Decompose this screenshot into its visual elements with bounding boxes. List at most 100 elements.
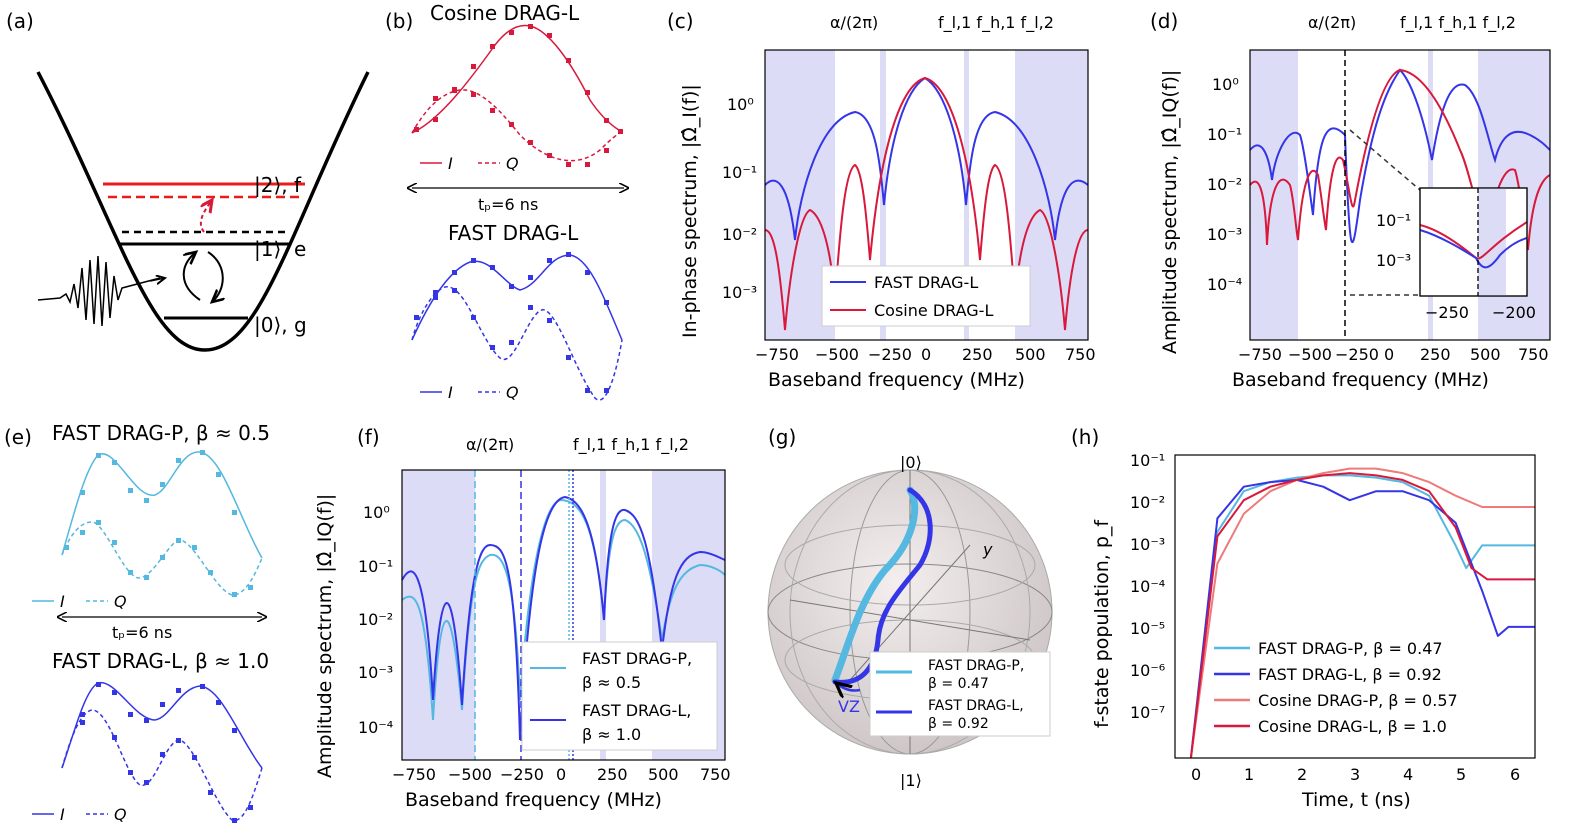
- d-axes-frame: [1249, 49, 1551, 341]
- svg-text:10⁻²: 10⁻²: [722, 225, 757, 244]
- f-l-curve: [401, 495, 726, 741]
- svg-text:0: 0: [556, 765, 566, 784]
- d-cos-curve: [1249, 68, 1551, 251]
- cosine-q-curve: [411, 89, 623, 162]
- c-top-f: f_l,1 f_h,1 f_l,2: [938, 13, 1054, 33]
- f-top-alpha: α/(2π): [466, 435, 514, 454]
- e-p-markers: [64, 450, 253, 597]
- excitation-arrow: [182, 252, 201, 301]
- h-legend-1: FAST DRAG-P, β = 0.47: [1258, 639, 1443, 658]
- svg-text:10⁻²: 10⁻²: [1207, 175, 1242, 194]
- fast-q-curve: [411, 286, 623, 401]
- svg-text:−750: −750: [755, 345, 799, 364]
- cosine-i-curve: [411, 24, 623, 134]
- panel-f: (f) −750 −500 −250 0 250 500 750 10⁰ 10⁻¹ 10⁻…: [314, 425, 731, 811]
- h-legend-4: Cosine DRAG-L, β = 1.0: [1258, 717, 1447, 736]
- c-cos-curve: [764, 76, 1089, 331]
- legend-q-label-blue: Q: [506, 383, 519, 402]
- bloch-y-label: y: [982, 540, 993, 559]
- tp-label-b: tₚ=6 ns: [478, 195, 538, 214]
- svg-text:−750: −750: [1238, 345, 1282, 364]
- d-top-f: f_l,1 f_h,1 f_l,2: [1400, 13, 1516, 33]
- bloch-path-p: [831, 486, 919, 684]
- panel-h-label: (h): [1071, 425, 1099, 449]
- panel-g: (g) |0⟩ |1⟩ x y VZ FAST DRAG-P, β = 0.47…: [767, 425, 1053, 790]
- svg-text:−500: −500: [448, 765, 492, 784]
- d-inset-xtick-1: −250: [1425, 303, 1469, 322]
- h-y-ticks: 10⁻¹ 10⁻² 10⁻³ 10⁻⁴ 10⁻⁵ 10⁻⁶ 10⁻⁷: [1130, 451, 1165, 722]
- e-p-i-curve: [61, 451, 263, 559]
- panel-d: (d) 10⁻¹ 10⁻³ −250 −200 −750 −500 −250 0 2…: [1150, 9, 1551, 391]
- c-x-ticks: −750 −500 −250 0 250 500 750: [755, 345, 1096, 364]
- level-2-label: |2⟩, f: [254, 173, 302, 197]
- h-x-ticks: 0 1 2 3 4 5 6: [1191, 765, 1520, 784]
- legend-q-label-red: Q: [506, 154, 519, 173]
- svg-text:10⁰: 10⁰: [363, 503, 390, 522]
- svg-text:−750: −750: [392, 765, 436, 784]
- panel-e-label: (e): [4, 425, 32, 449]
- h-legend-2: FAST DRAG-L, β = 0.92: [1258, 665, 1442, 684]
- f-xlabel: Baseband frequency (MHz): [405, 789, 662, 811]
- svg-text:10⁻²: 10⁻²: [1130, 493, 1165, 512]
- c-legend-box: [821, 265, 1031, 327]
- svg-text:10⁻¹: 10⁻¹: [1130, 451, 1165, 470]
- panel-e: (e) FAST DRAG-P, β ≈ 0.5 I Q tₚ=6 ns FAS…: [4, 421, 270, 824]
- c-y-ticks: 10⁰ 10⁻¹ 10⁻² 10⁻³: [722, 95, 757, 302]
- c-xlabel: Baseband frequency (MHz): [768, 369, 1025, 391]
- d-zoom-line-1: [1349, 129, 1421, 191]
- e-legend-q-l: Q: [114, 805, 127, 824]
- svg-text:10⁻³: 10⁻³: [1207, 225, 1242, 244]
- f-y-ticks: 10⁰ 10⁻¹ 10⁻² 10⁻³ 10⁻⁴: [358, 503, 393, 737]
- svg-text:10⁻⁵: 10⁻⁵: [1130, 619, 1165, 638]
- svg-text:−250: −250: [500, 765, 544, 784]
- svg-text:500: 500: [1015, 345, 1046, 364]
- legend-i-label-red: I: [448, 154, 453, 173]
- e-l-i-curve: [61, 682, 263, 769]
- svg-text:0: 0: [1191, 765, 1201, 784]
- tp-label-e: tₚ=6 ns: [112, 623, 172, 642]
- f-legend-box: [521, 641, 718, 751]
- bloch-ket0: |0⟩: [900, 453, 922, 472]
- e-legend-q-p: Q: [114, 592, 127, 611]
- g-legend-p-1: FAST DRAG-P,: [928, 658, 1024, 674]
- f-legend-l-1: FAST DRAG-L,: [582, 701, 691, 720]
- svg-text:6: 6: [1510, 765, 1520, 784]
- c-ylabel: In-phase spectrum, |Ω̂_I(f)|: [679, 84, 701, 338]
- svg-text:10⁰: 10⁰: [727, 95, 754, 114]
- e-legend-i-l: I: [60, 805, 65, 824]
- panel-d-label: (d): [1150, 9, 1178, 33]
- d-inset-ytick-1: 10⁻¹: [1376, 211, 1411, 230]
- svg-text:10⁻¹: 10⁻¹: [1207, 125, 1242, 144]
- panel-b: (b) Cosine DRAG-L I Q tₚ=6 ns FAST DRAG-…: [385, 1, 624, 402]
- h-axes-frame: [1174, 454, 1536, 759]
- h-series-1: [1189, 474, 1535, 759]
- svg-text:10⁻⁶: 10⁻⁶: [1130, 661, 1165, 680]
- d-inset-frame: [1419, 187, 1528, 297]
- d-xlabel: Baseband frequency (MHz): [1232, 369, 1489, 391]
- e-l-q-curve: [61, 709, 263, 822]
- panel-f-label: (f): [357, 425, 380, 449]
- fast-markers: [414, 252, 609, 393]
- d-inset-ytick-2: 10⁻³: [1376, 251, 1411, 270]
- d-inset-shade: [1478, 188, 1506, 296]
- svg-text:10⁻³: 10⁻³: [722, 283, 757, 302]
- svg-text:1: 1: [1244, 765, 1254, 784]
- svg-text:10⁻³: 10⁻³: [1130, 535, 1165, 554]
- e-legend-i-p: I: [60, 592, 65, 611]
- d-y-ticks: 10⁰ 10⁻¹ 10⁻² 10⁻³ 10⁻⁴: [1207, 75, 1242, 294]
- f-legend-p-1: FAST DRAG-P,: [582, 649, 692, 668]
- svg-text:−500: −500: [815, 345, 859, 364]
- svg-text:750: 750: [700, 765, 731, 784]
- h-series-3: [1189, 467, 1535, 759]
- f-legend-l-2: β ≈ 1.0: [582, 725, 641, 744]
- d-inset-fast: [1419, 229, 1528, 269]
- svg-text:250: 250: [597, 765, 628, 784]
- panel-a-label: (a): [6, 9, 34, 33]
- svg-text:750: 750: [1065, 345, 1096, 364]
- pulse-arrow: [149, 278, 165, 281]
- h-series-2: [1189, 478, 1535, 759]
- g-legend-l-1: FAST DRAG-L,: [928, 698, 1024, 714]
- c-axes-frame: [764, 49, 1089, 341]
- fast-drag-l-title: FAST DRAG-L: [448, 221, 579, 245]
- shade-f-left: [402, 470, 475, 760]
